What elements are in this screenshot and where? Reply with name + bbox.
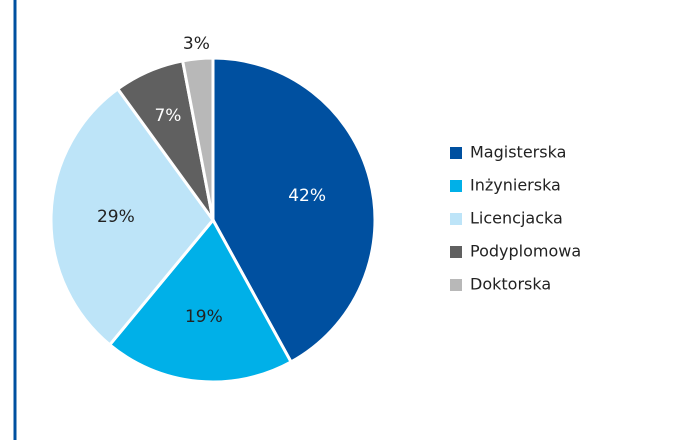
data-label: 7% [154,106,181,126]
pie-slice [107,217,294,384]
data-label: 29% [97,207,135,227]
data-label: 3% [183,34,210,54]
legend-label: Podyplomowa [470,242,581,261]
legend-label: Licencjacka [470,209,563,228]
legend-swatch [450,147,462,159]
data-label: 19% [185,307,223,327]
legend-swatch [450,279,462,291]
legend-label: Doktorska [470,275,551,294]
legend-label: Inżynierska [470,176,561,195]
legend-swatch [450,180,462,192]
legend-swatch [450,246,462,258]
legend-swatch [450,213,462,225]
pie-slice [180,56,215,221]
legend: Magisterska Inżynierska Licencjacka Podyplo… [450,143,581,294]
pie: 42% 19% 29% 7% 3% [49,34,377,384]
legend-label: Magisterska [470,143,566,162]
data-label: 42% [288,186,326,206]
pie-slice [211,56,377,365]
pie-slice [49,86,215,347]
